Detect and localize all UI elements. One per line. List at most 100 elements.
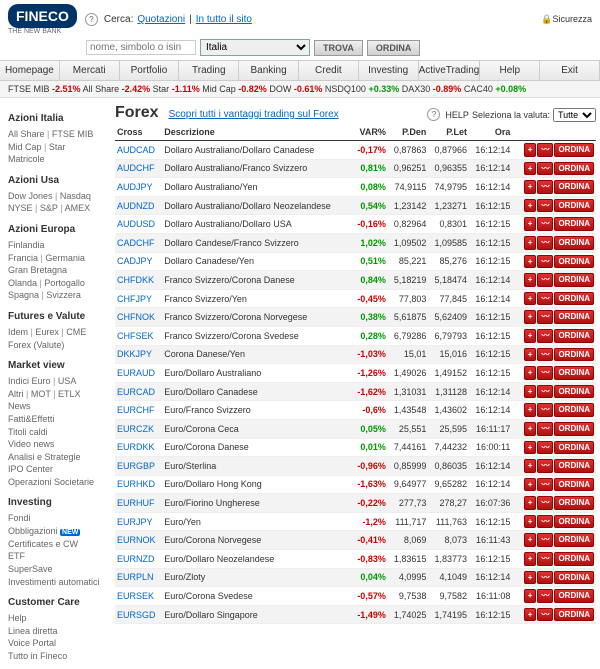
chart-button[interactable]: 〰 xyxy=(537,255,553,269)
chart-button[interactable]: 〰 xyxy=(537,589,553,603)
sidebar-link[interactable]: Linea diretta xyxy=(8,626,58,636)
sidebar-link[interactable]: Dow Jones | Nasdaq xyxy=(8,191,91,201)
cross-cell[interactable]: EURNOK xyxy=(115,531,162,550)
plus-button[interactable]: + xyxy=(524,366,537,380)
sidebar-link[interactable]: NYSE | S&P | AMEX xyxy=(8,203,90,213)
order-row-button[interactable]: ORDINA xyxy=(554,348,594,362)
order-row-button[interactable]: ORDINA xyxy=(554,143,594,157)
sidebar-link[interactable]: Fondi xyxy=(8,513,31,523)
order-row-button[interactable]: ORDINA xyxy=(554,608,594,622)
plus-button[interactable]: + xyxy=(524,236,537,250)
plus-button[interactable]: + xyxy=(524,162,537,176)
chart-button[interactable]: 〰 xyxy=(537,385,553,399)
cross-cell[interactable]: EURCHF xyxy=(115,401,162,420)
order-row-button[interactable]: ORDINA xyxy=(554,441,594,455)
cross-cell[interactable]: EURNZD xyxy=(115,550,162,569)
chart-button[interactable]: 〰 xyxy=(537,478,553,492)
order-row-button[interactable]: ORDINA xyxy=(554,162,594,176)
plus-button[interactable]: + xyxy=(524,255,537,269)
sidebar-link[interactable]: Investimenti automatici xyxy=(8,577,100,587)
sidebar-link[interactable]: Indici Euro | USA xyxy=(8,376,76,386)
nav-activetrading[interactable]: ActiveTrading xyxy=(419,61,481,80)
cross-cell[interactable]: EURGBP xyxy=(115,457,162,476)
search-input[interactable] xyxy=(86,40,196,55)
cross-cell[interactable]: CADJPY xyxy=(115,252,162,271)
sidebar-link[interactable]: Altri | MOT | ETLX xyxy=(8,389,81,399)
chart-button[interactable]: 〰 xyxy=(537,162,553,176)
chart-button[interactable]: 〰 xyxy=(537,533,553,547)
sidebar-link[interactable]: Gran Bretagna xyxy=(8,265,67,275)
plus-button[interactable]: + xyxy=(524,552,537,566)
plus-button[interactable]: + xyxy=(524,515,537,529)
chart-button[interactable]: 〰 xyxy=(537,496,553,510)
sidebar-link[interactable]: Mid Cap | Star xyxy=(8,142,65,152)
sidebar-link[interactable]: Help xyxy=(8,613,27,623)
chart-button[interactable]: 〰 xyxy=(537,292,553,306)
order-row-button[interactable]: ORDINA xyxy=(554,273,594,287)
order-row-button[interactable]: ORDINA xyxy=(554,515,594,529)
order-row-button[interactable]: ORDINA xyxy=(554,217,594,231)
cross-cell[interactable]: AUDCAD xyxy=(115,141,162,160)
order-row-button[interactable]: ORDINA xyxy=(554,552,594,566)
cross-cell[interactable]: AUDUSD xyxy=(115,215,162,234)
plus-button[interactable]: + xyxy=(524,292,537,306)
cross-cell[interactable]: CHFJPY xyxy=(115,289,162,308)
plus-button[interactable]: + xyxy=(524,385,537,399)
order-row-button[interactable]: ORDINA xyxy=(554,496,594,510)
order-row-button[interactable]: ORDINA xyxy=(554,459,594,473)
plus-button[interactable]: + xyxy=(524,310,537,324)
sidebar-link[interactable]: Matricole xyxy=(8,154,45,164)
order-row-button[interactable]: ORDINA xyxy=(554,180,594,194)
plus-button[interactable]: + xyxy=(524,217,537,231)
nav-credit[interactable]: Credit xyxy=(299,61,359,80)
sidebar-link[interactable]: Spagna | Svizzera xyxy=(8,290,81,300)
plus-button[interactable]: + xyxy=(524,180,537,194)
order-button[interactable]: ORDINA xyxy=(367,40,421,56)
cross-cell[interactable]: CHFDKK xyxy=(115,271,162,290)
plus-button[interactable]: + xyxy=(524,608,537,622)
order-row-button[interactable]: ORDINA xyxy=(554,478,594,492)
cross-cell[interactable]: EURDKK xyxy=(115,438,162,457)
sidebar-link[interactable]: ETF xyxy=(8,551,25,561)
cross-cell[interactable]: EURHUF xyxy=(115,494,162,513)
sidebar-link[interactable]: Finlandia xyxy=(8,240,45,250)
chart-button[interactable]: 〰 xyxy=(537,143,553,157)
currency-select[interactable]: Tutte xyxy=(553,108,596,122)
sidebar-link[interactable]: IPO Center xyxy=(8,463,107,476)
order-row-button[interactable]: ORDINA xyxy=(554,236,594,250)
chart-button[interactable]: 〰 xyxy=(537,348,553,362)
chart-button[interactable]: 〰 xyxy=(537,199,553,213)
plus-button[interactable]: + xyxy=(524,533,537,547)
nav-exit[interactable]: Exit xyxy=(540,61,600,80)
order-row-button[interactable]: ORDINA xyxy=(554,403,594,417)
sidebar-link[interactable]: Titoli caldi xyxy=(8,426,107,439)
cross-cell[interactable]: CHFNOK xyxy=(115,308,162,327)
plus-button[interactable]: + xyxy=(524,422,537,436)
chart-button[interactable]: 〰 xyxy=(537,366,553,380)
cross-cell[interactable]: EURCAD xyxy=(115,382,162,401)
order-row-button[interactable]: ORDINA xyxy=(554,385,594,399)
chart-button[interactable]: 〰 xyxy=(537,441,553,455)
plus-button[interactable]: + xyxy=(524,348,537,362)
cross-cell[interactable]: AUDNZD xyxy=(115,196,162,215)
country-select[interactable]: Italia xyxy=(200,39,310,56)
search-all-link[interactable]: In tutto il sito xyxy=(196,14,252,25)
nav-mercati[interactable]: Mercati xyxy=(60,61,120,80)
sidebar-link[interactable]: Forex (Valute) xyxy=(8,340,64,350)
cross-cell[interactable]: EURJPY xyxy=(115,512,162,531)
plus-button[interactable]: + xyxy=(524,329,537,343)
sidebar-link[interactable]: All Share | FTSE MIB xyxy=(8,129,93,139)
sidebar-link[interactable]: Certificates e CW xyxy=(8,539,78,549)
sidebar-link[interactable]: News xyxy=(8,400,107,413)
chart-button[interactable]: 〰 xyxy=(537,180,553,194)
chart-button[interactable]: 〰 xyxy=(537,236,553,250)
cross-cell[interactable]: CHFSEK xyxy=(115,326,162,345)
order-row-button[interactable]: ORDINA xyxy=(554,255,594,269)
chart-button[interactable]: 〰 xyxy=(537,571,553,585)
sidebar-link[interactable]: Video news xyxy=(8,438,107,451)
nav-homepage[interactable]: Homepage xyxy=(0,61,60,80)
nav-trading[interactable]: Trading xyxy=(179,61,239,80)
sidebar-link[interactable]: Operazioni Societarie xyxy=(8,476,107,489)
forex-promo-link[interactable]: Scopri tutti i vantaggi trading sul Fore… xyxy=(169,109,339,120)
sidebar-link[interactable]: Idem | Eurex | CME xyxy=(8,327,86,337)
